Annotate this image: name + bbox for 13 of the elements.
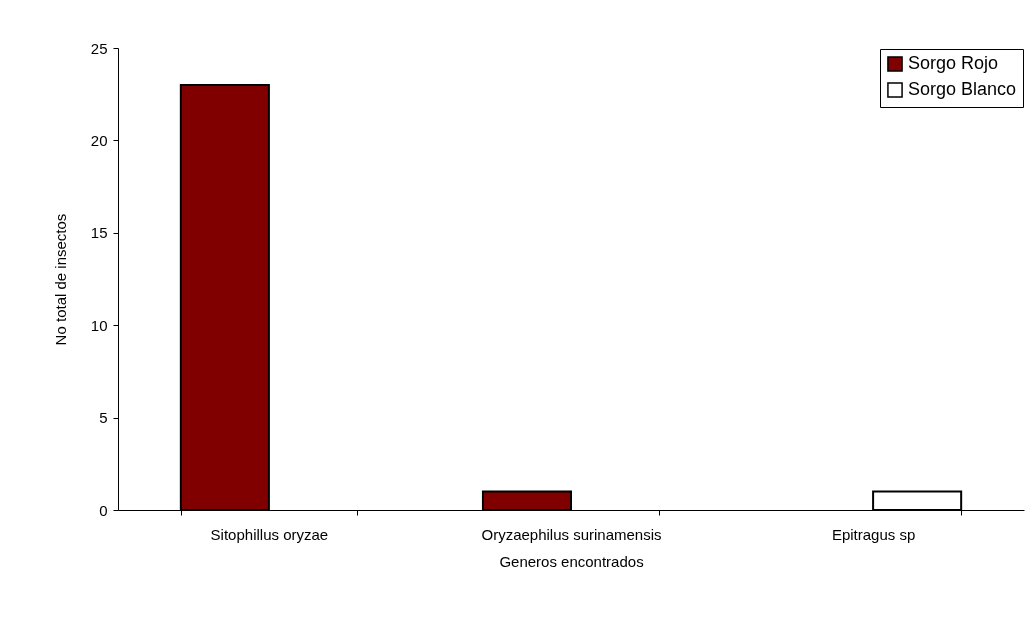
x-axis-title: Generos encontrados xyxy=(499,552,644,570)
y-tick-label: 20 xyxy=(90,131,108,149)
x-tick-label: Sitophillus oryzae xyxy=(210,525,329,543)
legend-label: Sorgo Blanco xyxy=(908,79,1017,99)
y-tick-label: 0 xyxy=(99,501,108,519)
y-tick-label: 15 xyxy=(90,224,108,242)
x-tick-label: Oryzaephilus surinamensis xyxy=(481,525,662,543)
y-tick-label: 5 xyxy=(99,409,108,427)
y-tick-label: 25 xyxy=(90,39,108,57)
x-tick-label: Epitragus sp xyxy=(831,525,916,543)
y-axis-title: No total de insectos xyxy=(51,213,69,346)
y-tick-label: 10 xyxy=(90,316,108,334)
legend-label: Sorgo Rojo xyxy=(908,53,999,73)
